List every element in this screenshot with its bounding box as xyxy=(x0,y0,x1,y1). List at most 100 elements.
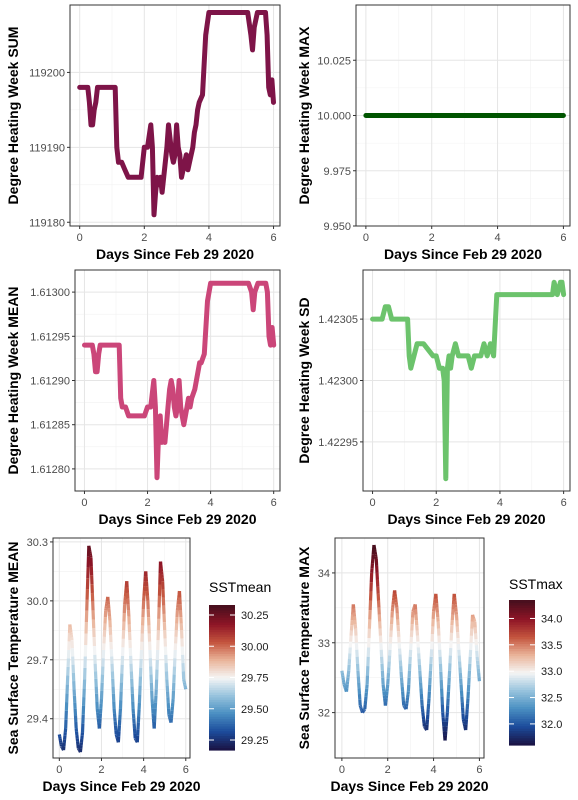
colorbar-segment xyxy=(509,602,535,606)
x-tick-label: 6 xyxy=(270,232,276,244)
colorbar-segment xyxy=(509,604,535,608)
colorbar-segment xyxy=(209,609,235,613)
colorbar-segment xyxy=(509,699,535,703)
colorbar-segment xyxy=(209,747,235,751)
y-tick-label: 9.975 xyxy=(323,166,351,178)
colorbar-tick-label: 34.0 xyxy=(541,613,562,625)
legend-title: SSTmean xyxy=(209,579,271,595)
plot-background xyxy=(70,5,280,226)
y-tick-label: 1.61285 xyxy=(30,420,70,432)
colorbar-segment xyxy=(209,638,235,642)
colorbar-tick-label: 29.75 xyxy=(241,673,269,685)
y-tick-label: 1.61295 xyxy=(30,331,70,343)
y-axis-label: Degree Heating Week MEAN xyxy=(5,286,21,474)
x-tick-label: 6 xyxy=(476,764,482,776)
plot-frame xyxy=(334,537,485,759)
colorbar-tick-label: 30.25 xyxy=(241,610,269,622)
y-tick-label: 1.42300 xyxy=(318,376,358,388)
plot-frame xyxy=(69,4,281,227)
x-tick-label: 4 xyxy=(141,764,147,776)
y-tick-label: 33 xyxy=(318,638,330,650)
colorbar-segment xyxy=(509,682,535,686)
x-axis-label: Days Since Feb 29 2020 xyxy=(331,778,489,794)
colorbar-segment xyxy=(209,658,235,662)
colorbar-segment xyxy=(509,701,535,705)
colorbar-legend: SSTmean 30.25 30.00 29.75 29.50 29.25 xyxy=(209,579,271,751)
colorbar-segment xyxy=(509,730,535,734)
colorbar-segment xyxy=(209,721,235,725)
x-tick-label: 2 xyxy=(385,764,391,776)
colorbar-segment xyxy=(509,653,535,657)
x-tick-label: 4 xyxy=(497,497,503,509)
colorbar-segment xyxy=(509,706,535,710)
x-tick-label: 2 xyxy=(144,497,150,509)
x-tick-label: 0 xyxy=(77,232,83,244)
y-tick-label: 119200 xyxy=(29,67,65,79)
colorbar-segment xyxy=(509,633,535,637)
colorbar-segment xyxy=(509,689,535,693)
y-tick-label: 10.000 xyxy=(317,111,351,123)
x-axis-label: Days Since Feb 29 2020 xyxy=(43,778,201,794)
series-line xyxy=(370,279,567,482)
series-line xyxy=(82,280,277,481)
panel-p2: 0 2 4 6 9.950 9.975 10.000 10.025 Days Since Feb… xyxy=(296,4,571,262)
panel-p5: 0 2 4 6 29.4 29.7 30.0 30.3 Days Since Feb 29 20… xyxy=(5,537,271,794)
colorbar-tick-label: 33.5 xyxy=(541,640,562,652)
colorbar-segment xyxy=(209,694,235,698)
colorbar-segment xyxy=(509,723,535,727)
y-tick-label: 1.42305 xyxy=(318,314,358,326)
colorbar-segment xyxy=(509,648,535,652)
x-tick-label: 6 xyxy=(183,764,189,776)
colorbar-segment xyxy=(209,692,235,696)
colorbar-segment xyxy=(209,643,235,647)
colorbar-segment xyxy=(209,696,235,700)
x-tick-label: 4 xyxy=(431,764,437,776)
y-tick-label: 29.7 xyxy=(27,655,48,667)
colorbar-segment xyxy=(209,701,235,705)
colorbar-segment xyxy=(209,716,235,720)
panel-p3: 0 2 4 6 1.61280 1.61285 1.61290 1.61295 1.61300 D… xyxy=(5,269,281,527)
colorbar-segment xyxy=(209,728,235,732)
colorbar-segment xyxy=(509,742,535,746)
panel-p6: 0 2 4 6 32 33 34 Days Since Feb 29 2020 Sea Surf… xyxy=(296,537,563,794)
colorbar-segment xyxy=(509,694,535,698)
colorbar-segment xyxy=(209,667,235,671)
y-tick-label: 1.61280 xyxy=(30,464,70,476)
colorbar-segment xyxy=(209,636,235,640)
x-axis-label: Days Since Feb 29 2020 xyxy=(384,246,542,262)
colorbar-segment xyxy=(209,745,235,749)
x-tick-label: 0 xyxy=(363,232,369,244)
colorbar-segment xyxy=(509,684,535,688)
colorbar-segment xyxy=(509,662,535,666)
colorbar-segment xyxy=(209,684,235,688)
colorbar-segment xyxy=(509,650,535,654)
y-tick-label: 9.950 xyxy=(323,221,351,233)
colorbar-segment xyxy=(209,675,235,679)
x-tick-label: 2 xyxy=(433,497,439,509)
colorbar-segment xyxy=(509,600,535,604)
x-tick-label: 4 xyxy=(208,497,214,509)
x-axis-label: Days Since Feb 29 2020 xyxy=(96,246,254,262)
colorbar-segment xyxy=(509,621,535,625)
colorbar-segment xyxy=(509,691,535,695)
colorbar-segment xyxy=(209,614,235,618)
colorbar-segment xyxy=(209,713,235,717)
x-tick-label: 4 xyxy=(495,232,501,244)
colorbar-segment xyxy=(209,653,235,657)
colorbar-segment xyxy=(509,660,535,664)
colorbar-segment xyxy=(509,670,535,674)
x-tick-label: 0 xyxy=(56,764,62,776)
colorbar-segment xyxy=(509,609,535,613)
colorbar-segment xyxy=(509,716,535,720)
colorbar-segment xyxy=(509,735,535,739)
colorbar-segment xyxy=(209,733,235,737)
colorbar-segment xyxy=(509,718,535,722)
x-tick-label: 0 xyxy=(339,764,345,776)
colorbar-segment xyxy=(509,624,535,628)
y-axis-label: Sea Surface Temperature MEAN xyxy=(5,542,21,755)
colorbar-segment xyxy=(509,616,535,620)
colorbar-segment xyxy=(509,626,535,630)
colorbar-segment xyxy=(209,605,235,609)
y-tick-label: 1.61300 xyxy=(30,287,70,299)
